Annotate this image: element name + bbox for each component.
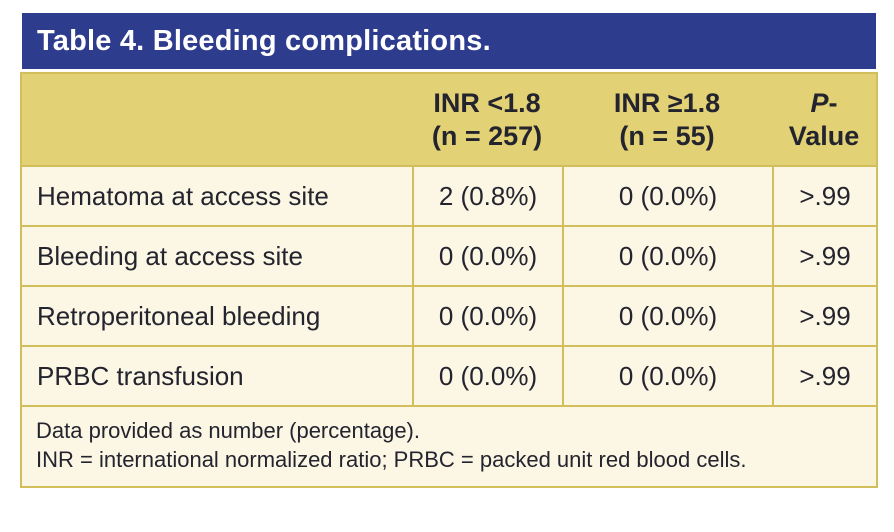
p-hyphen: -: [828, 87, 838, 118]
header-p-value: P- Value: [772, 74, 876, 165]
header-inr-lt-line2: (n = 257): [431, 120, 543, 151]
header-p-value-line2: Value: [788, 120, 860, 151]
row-label: Retroperitoneal bleeding: [37, 300, 321, 331]
table-title-bar: Table 4. Bleeding complications.: [22, 13, 876, 69]
row-value-inr-ge: 0 (0.0%): [562, 347, 772, 405]
header-p-value-line1: P-: [810, 87, 837, 120]
row-value-inr-lt: 0 (0.0%): [412, 287, 562, 345]
table-title: Table 4. Bleeding complications.: [37, 24, 491, 57]
footnote-abbreviations: INR = international normalized ratio; PR…: [36, 447, 747, 472]
header-empty-cell: [22, 74, 412, 165]
table-row: Retroperitoneal bleeding 0 (0.0%) 0 (0.0…: [22, 285, 876, 345]
row-value-inr-lt: 0 (0.0%): [412, 347, 562, 405]
row-value-p: >.99: [772, 227, 876, 285]
row-value-p: >.99: [772, 287, 876, 345]
footnote-data-format: Data provided as number (percentage).: [36, 418, 420, 443]
row-value-inr-ge: 0 (0.0%): [562, 167, 772, 225]
header-inr-lt: INR <1.8 (n = 257): [412, 74, 562, 165]
row-value-inr-lt: 2 (0.8%): [412, 167, 562, 225]
row-label: Bleeding at access site: [37, 240, 303, 271]
table-body: INR <1.8 (n = 257) INR ≥1.8 (n = 55) P- …: [20, 72, 878, 488]
row-value-inr-ge: 0 (0.0%): [562, 287, 772, 345]
row-value-inr-lt: 0 (0.0%): [412, 227, 562, 285]
bleeding-complications-table: Table 4. Bleeding complications. INR <1.…: [20, 13, 878, 488]
table-row: PRBC transfusion 0 (0.0%) 0 (0.0%) >.99: [22, 345, 876, 405]
header-inr-ge-line2: (n = 55): [619, 120, 715, 151]
row-value-inr-ge: 0 (0.0%): [562, 227, 772, 285]
row-label: Hematoma at access site: [37, 180, 329, 211]
table-row: Hematoma at access site 2 (0.8%) 0 (0.0%…: [22, 165, 876, 225]
row-label: PRBC transfusion: [37, 360, 244, 391]
header-inr-lt-line1: INR <1.8: [433, 87, 541, 118]
header-inr-ge-line1: INR ≥1.8: [613, 87, 721, 118]
table-footnotes: Data provided as number (percentage). IN…: [22, 405, 876, 486]
row-value-p: >.99: [772, 167, 876, 225]
p-italic: P: [810, 87, 829, 118]
table-header-row: INR <1.8 (n = 257) INR ≥1.8 (n = 55) P- …: [22, 74, 876, 165]
header-inr-ge: INR ≥1.8 (n = 55): [562, 74, 772, 165]
table-row: Bleeding at access site 0 (0.0%) 0 (0.0%…: [22, 225, 876, 285]
row-value-p: >.99: [772, 347, 876, 405]
